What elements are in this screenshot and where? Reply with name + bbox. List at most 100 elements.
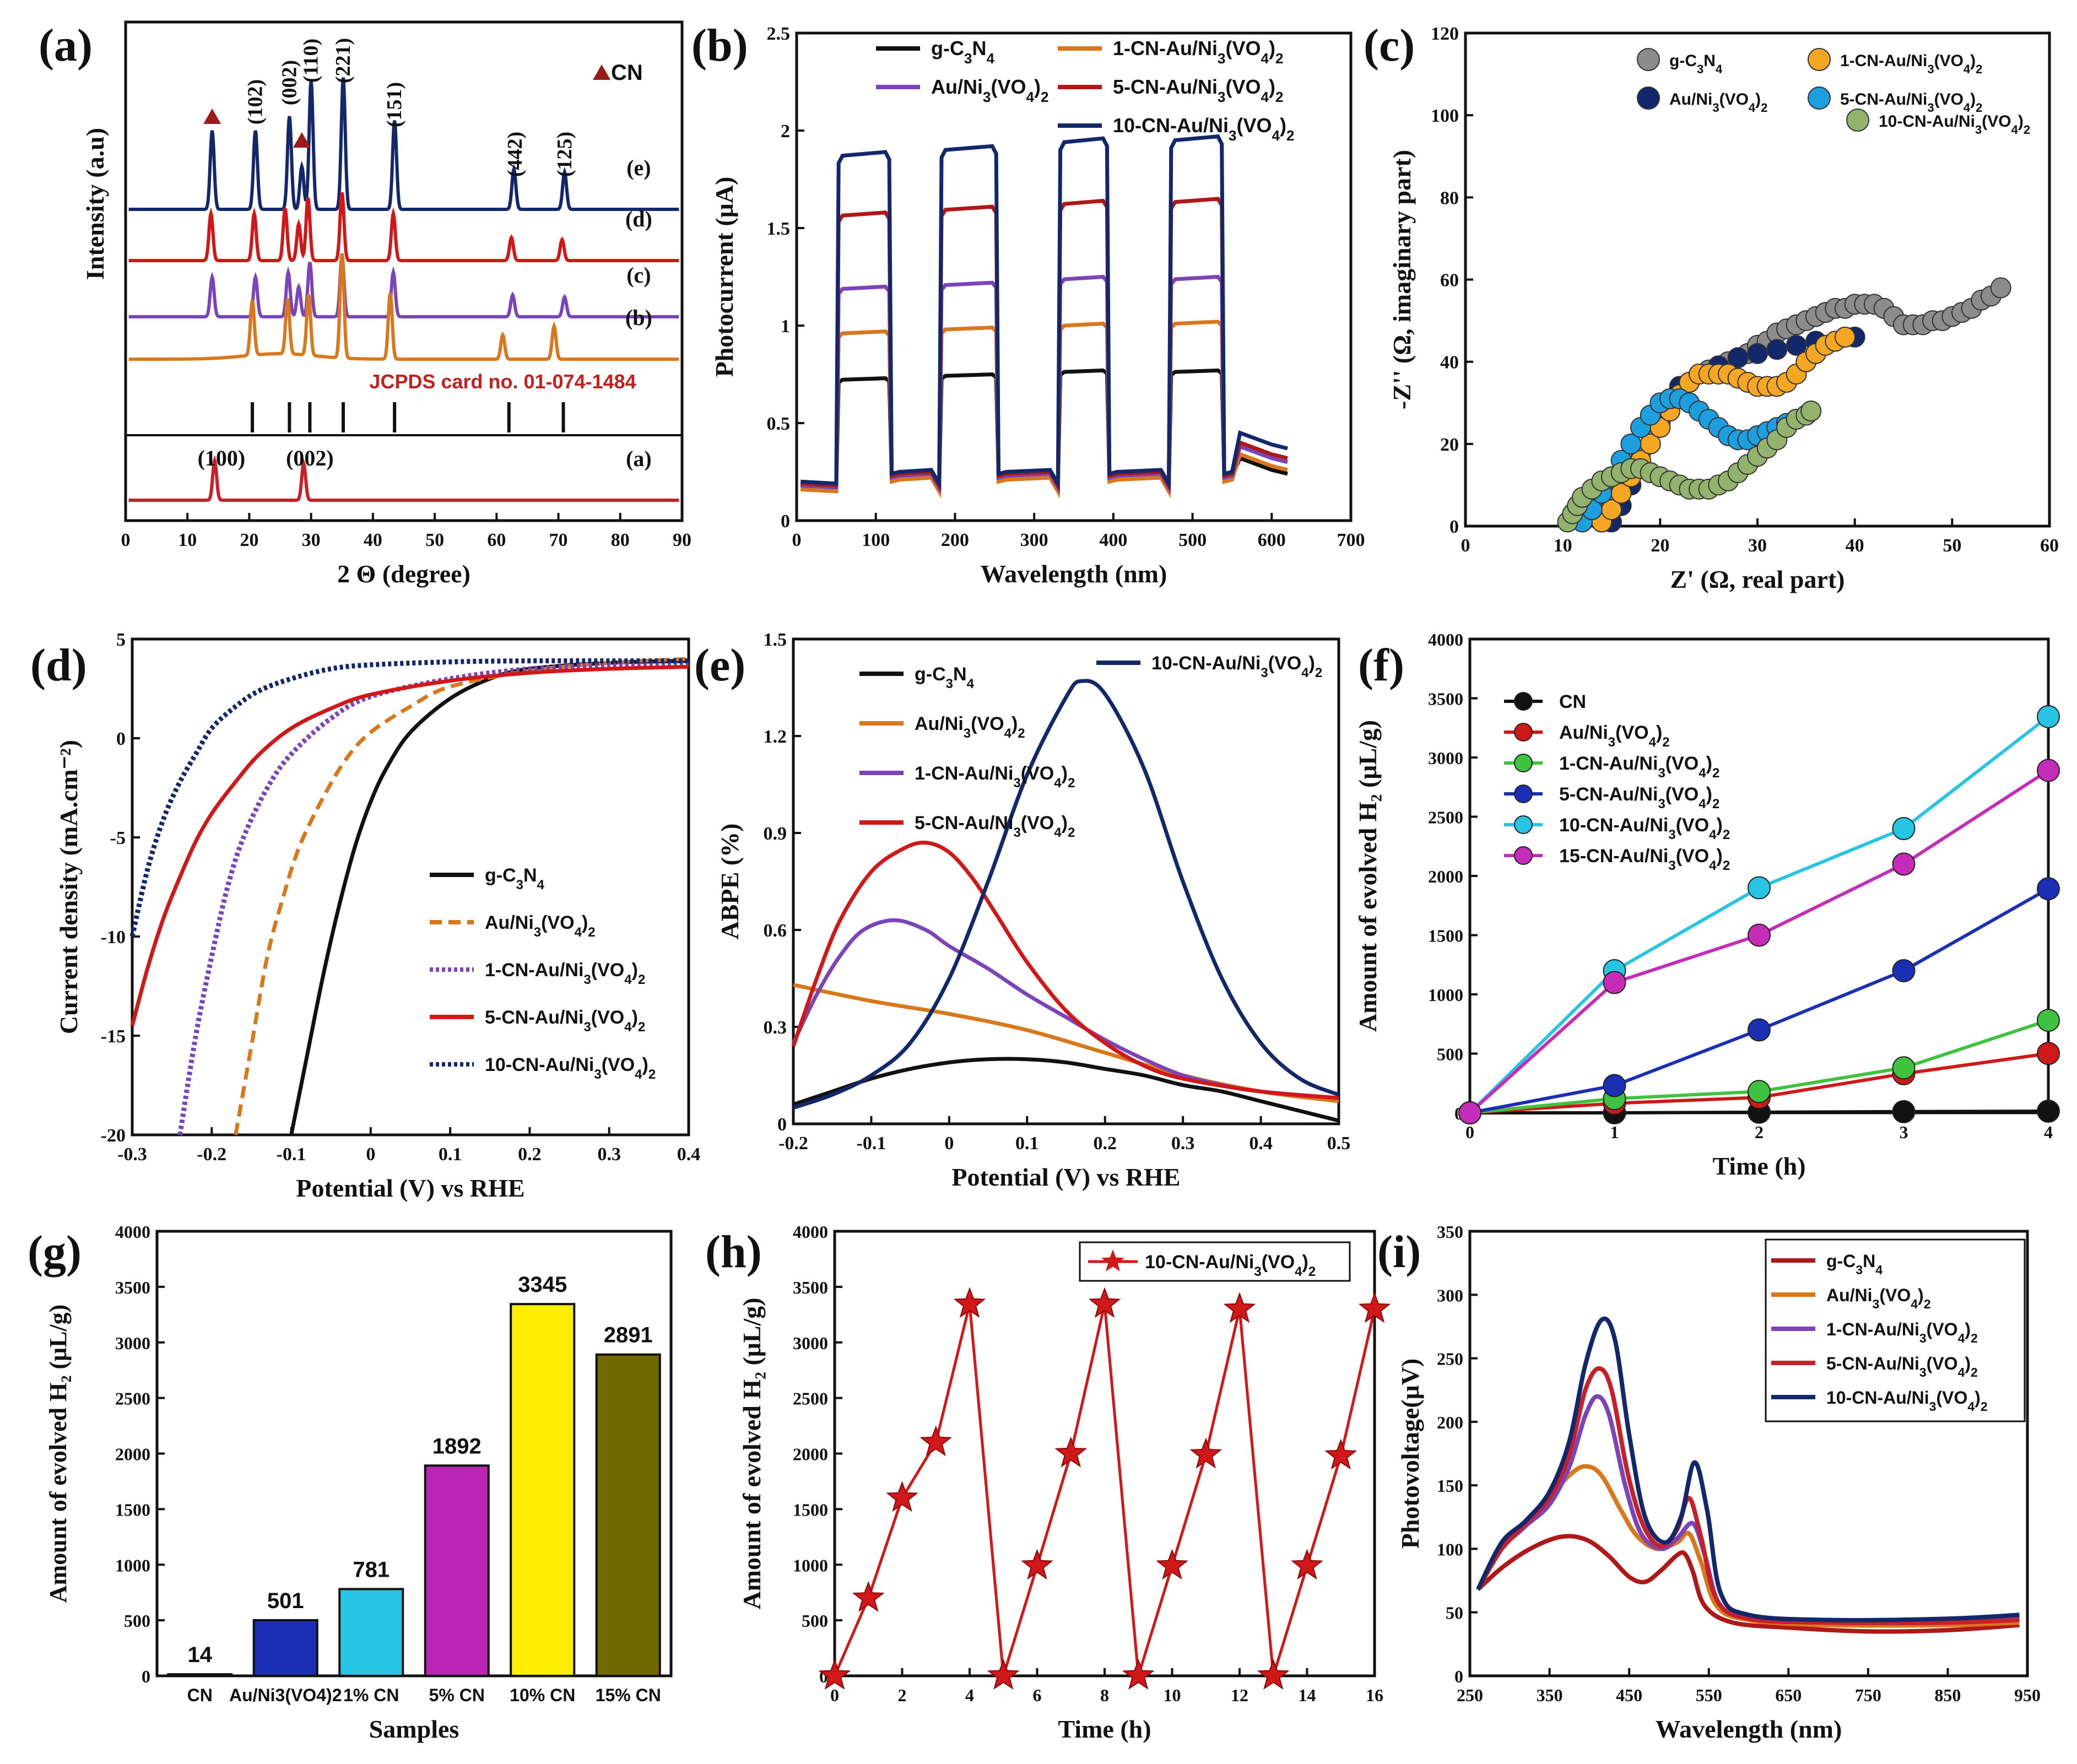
legend-label-sub: 3: [1658, 766, 1665, 781]
legend-label-part: (VO: [1225, 37, 1261, 59]
bar: [338, 1588, 404, 1678]
h2-point: [1458, 1101, 1481, 1124]
legend-marker: [1514, 784, 1533, 803]
legend-label: g-C3N4: [485, 865, 545, 892]
legend-label-sub: 3: [1873, 1297, 1880, 1311]
legend-label-sub: 2: [1723, 827, 1730, 842]
y-tick-label: 0: [1449, 517, 1459, 537]
legend-label-part: ): [1012, 713, 1018, 734]
h2-point: [1892, 817, 1916, 840]
legend-label-part: (VO: [971, 713, 1004, 734]
legend-label-sub: 4: [1964, 62, 1971, 76]
x-tick-label: 0.5: [1327, 1133, 1351, 1154]
y-tick-label: 50: [1446, 1603, 1463, 1623]
abpe-line: [793, 983, 1339, 1103]
y-tick-label: 3500: [115, 1278, 150, 1297]
x-tick-label: 2: [1755, 1122, 1764, 1142]
legend-marker: [1514, 692, 1533, 711]
legend-label: 5-CN-Au/Ni3(VO4)2: [485, 1007, 645, 1035]
legend-label-sub: 4: [1026, 89, 1034, 105]
legend-label-part: ): [1309, 653, 1315, 674]
legend-label-sub: 2: [1068, 825, 1075, 840]
legend-label-sub: 2: [1924, 1297, 1931, 1311]
nyquist-point: [1835, 326, 1856, 348]
legend-label-part: (VO: [1934, 90, 1964, 109]
photocurrent-line: [800, 274, 1288, 495]
legend-label-sub: 3: [1697, 62, 1703, 76]
xrd-series-line: [128, 77, 679, 211]
legend-label-sub: 2: [1723, 858, 1730, 873]
y-tick-label: 4000: [1428, 630, 1463, 650]
legend-label-part: 5-CN-Au/Ni: [915, 813, 1013, 834]
legend-label-sub: 3: [1261, 665, 1268, 680]
legend-label-sub: 3: [1229, 127, 1236, 144]
x-axis-label: 2 Θ (degree): [337, 560, 470, 588]
legend-label-sub: 3: [1919, 1365, 1927, 1379]
bar-value-label: 501: [267, 1589, 304, 1613]
legend-label-sub: 3: [1975, 123, 1982, 137]
cn-marker: [203, 109, 221, 124]
y-tick-label: 100: [1437, 1539, 1463, 1559]
legend-label-part: ): [1034, 75, 1041, 98]
legend-label-sub: 3: [1218, 89, 1225, 105]
legend-label-part: (VO: [1879, 1285, 1911, 1305]
h2-series-line: [1468, 715, 2049, 1114]
legend-label-sub: 4: [1261, 50, 1269, 67]
x-tick-label: -0.1: [277, 1144, 306, 1165]
x-tick-label: 3: [1900, 1122, 1908, 1142]
legend-label-part: 15-CN-Au/Ni: [1559, 846, 1668, 867]
x-tick-label: 350: [1537, 1685, 1563, 1705]
legend-label-sub: 4: [1699, 766, 1706, 781]
legend-label-sub: 4: [1699, 797, 1706, 811]
x-tick-label: 16: [1366, 1685, 1383, 1705]
x-tick-label: 500: [1178, 530, 1207, 550]
recycle-point: [1223, 1292, 1256, 1323]
legend-label-sub: 4: [1709, 827, 1717, 842]
x-tick-label: 10: [1554, 535, 1572, 556]
legend-label-part: g-C: [915, 664, 946, 685]
x-tick-label: 0.1: [1015, 1133, 1039, 1154]
x-tick-label: 12: [1231, 1685, 1248, 1705]
x-tick-label: 550: [1696, 1685, 1722, 1705]
h2-point: [1748, 1080, 1771, 1103]
legend-label-part: (VO: [1934, 52, 1964, 70]
y-tick-label: 1000: [115, 1555, 150, 1575]
y-axis-label: Current density (mA.cm⁻²): [55, 740, 83, 1034]
bar-value-label: 3345: [518, 1273, 567, 1297]
spv-line: [1476, 1394, 2020, 1626]
legend-label-part: (VO: [1676, 846, 1709, 867]
legend-label-sub: 3: [1919, 1331, 1927, 1345]
nyquist-point: [1747, 343, 1768, 364]
legend-label-part: g-C: [1669, 52, 1697, 70]
y-tick-label: 500: [1437, 1045, 1463, 1064]
x-tick-label: 200: [941, 530, 969, 550]
y-tick-label: -10: [101, 927, 126, 948]
legend-label-sub: 2: [1662, 735, 1669, 750]
legend-label-part: ): [1269, 75, 1275, 98]
legend-label-sub: 4: [635, 1067, 642, 1082]
legend-label: 1-CN-Au/Ni3(VO4)2: [485, 960, 645, 987]
x-tick-label: 4: [965, 1685, 974, 1705]
y-tick-label: 2500: [1428, 808, 1463, 827]
y-tick-label: 200: [1437, 1413, 1463, 1432]
x-tick-label: 0: [944, 1133, 954, 1154]
h2-point: [2037, 759, 2060, 782]
legend-label-part: ): [1755, 90, 1761, 109]
legend-label-part: ): [1269, 37, 1275, 59]
h2-point: [1748, 1018, 1771, 1042]
bar-value-label: 14: [188, 1643, 213, 1667]
legend-label-part: ): [1965, 1319, 1971, 1339]
legend-label-part: Au/Ni: [485, 912, 534, 933]
y-tick-label: 2000: [1428, 867, 1463, 886]
legend-label-part: ): [1717, 846, 1723, 867]
panel-e: -0.2 -0.1 0 0.1 0.2 0.3 0.4 0.5 0 0.3 0.6 0.9 1.2 1.5…: [694, 630, 1350, 1191]
legend-label: Au/Ni3(VO4)2: [1559, 722, 1670, 750]
y-tick-label: 1.5: [767, 219, 791, 239]
legend-label: 5-CN-Au/Ni3(VO4)2: [1826, 1354, 1978, 1379]
legend-label-sub: 4: [1958, 1365, 1965, 1379]
legend-label-sub: 3: [1254, 1264, 1261, 1279]
lsv-line: [129, 658, 689, 938]
legend-label-sub: 4: [1749, 101, 1756, 115]
x-tick-label: -0.3: [117, 1144, 147, 1165]
legend-label-part: (VO: [1225, 75, 1261, 98]
